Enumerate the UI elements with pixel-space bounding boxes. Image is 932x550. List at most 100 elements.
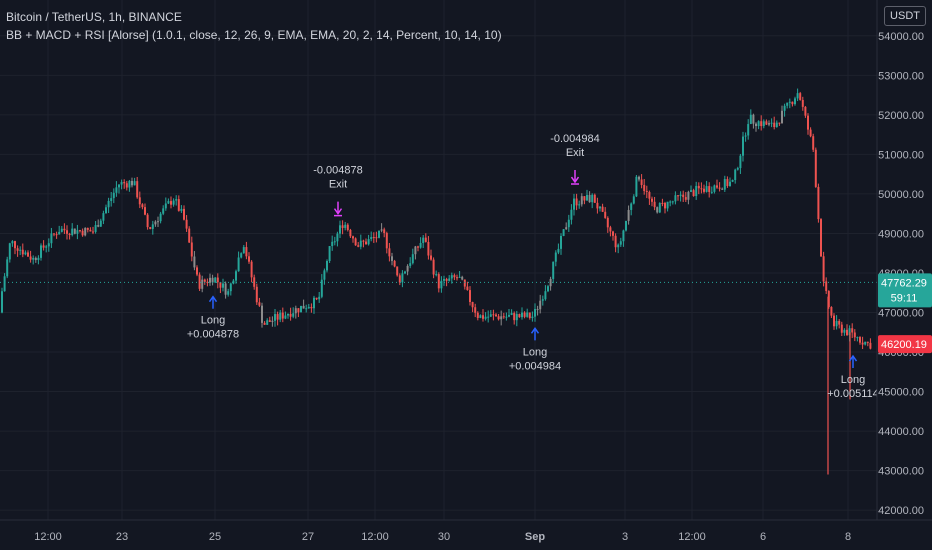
candle bbox=[289, 307, 292, 321]
price-tick-label: 52000.00 bbox=[878, 110, 924, 122]
candle bbox=[253, 274, 256, 290]
candle-body bbox=[198, 274, 201, 289]
candle bbox=[859, 336, 861, 345]
candle bbox=[716, 179, 718, 189]
candle bbox=[770, 118, 773, 128]
candle bbox=[708, 182, 711, 198]
currency-button[interactable]: USDT bbox=[884, 6, 926, 26]
candle-body bbox=[747, 124, 750, 136]
candle bbox=[362, 239, 365, 248]
candle bbox=[393, 259, 396, 268]
candle bbox=[539, 294, 542, 314]
candle bbox=[263, 321, 266, 325]
current-price-value: 46200.19 bbox=[881, 339, 927, 351]
candle-body bbox=[692, 190, 695, 197]
candle-body bbox=[237, 257, 240, 272]
candle bbox=[198, 272, 201, 291]
candle bbox=[349, 228, 352, 239]
candle-body bbox=[609, 227, 612, 232]
candle-body bbox=[528, 312, 531, 319]
candle bbox=[297, 308, 300, 318]
candle-body bbox=[216, 277, 219, 283]
candle bbox=[625, 220, 627, 232]
candle bbox=[320, 274, 323, 299]
candle-body bbox=[170, 201, 172, 205]
candle-body bbox=[513, 313, 516, 321]
candle bbox=[131, 177, 133, 188]
candle bbox=[526, 308, 529, 318]
indicator-legend[interactable]: BB + MACD + RSI [Alorse] (1.0.1, close, … bbox=[6, 28, 502, 42]
candle bbox=[398, 273, 401, 286]
candle-body bbox=[739, 155, 742, 169]
candle-body bbox=[716, 185, 718, 188]
candle bbox=[229, 282, 232, 296]
candle-body bbox=[601, 206, 604, 212]
candle-body bbox=[242, 247, 245, 254]
candle-body bbox=[664, 203, 666, 209]
candle-body bbox=[580, 196, 583, 205]
candle bbox=[240, 252, 243, 259]
candle bbox=[640, 174, 643, 189]
candle-body bbox=[752, 114, 755, 124]
candle-body bbox=[89, 229, 92, 232]
candle-body bbox=[695, 185, 698, 197]
time-tick-label: 12:00 bbox=[34, 531, 62, 543]
candle bbox=[658, 202, 661, 214]
candle-body bbox=[115, 187, 118, 193]
candle-body bbox=[162, 208, 165, 214]
candle-body bbox=[287, 313, 289, 316]
candle-body bbox=[734, 169, 737, 181]
candle bbox=[266, 318, 269, 326]
candle-body bbox=[305, 308, 308, 310]
candle bbox=[508, 309, 510, 318]
candle-body bbox=[697, 185, 700, 189]
candle-body bbox=[492, 314, 495, 316]
candle bbox=[76, 224, 79, 240]
candle-body bbox=[125, 183, 128, 188]
candle bbox=[627, 205, 630, 225]
candle bbox=[864, 341, 867, 346]
candle-body bbox=[474, 307, 477, 313]
candle bbox=[601, 203, 604, 212]
long-arrow-head bbox=[530, 327, 540, 334]
candle bbox=[432, 257, 435, 279]
long-signal: Long +0.004878 bbox=[187, 295, 239, 341]
candle bbox=[391, 252, 393, 266]
candle bbox=[404, 270, 406, 275]
candle bbox=[827, 290, 830, 309]
candle-body bbox=[619, 241, 622, 245]
candle bbox=[248, 252, 250, 264]
candle bbox=[305, 304, 308, 313]
candle bbox=[567, 214, 570, 232]
candle bbox=[726, 176, 729, 188]
candle-body bbox=[328, 246, 331, 261]
price-tick-label: 42000.00 bbox=[878, 505, 924, 517]
candle-body bbox=[515, 314, 518, 321]
candle-body bbox=[864, 341, 867, 345]
candle bbox=[778, 122, 781, 126]
candle-body bbox=[791, 101, 794, 105]
candle-body bbox=[835, 320, 838, 327]
candle-body bbox=[775, 122, 778, 128]
candle-body bbox=[105, 207, 107, 214]
long-label-line: +0.004878 bbox=[187, 329, 239, 341]
candle bbox=[614, 233, 617, 253]
candle bbox=[809, 127, 812, 138]
candle-body bbox=[60, 228, 63, 232]
candle bbox=[534, 303, 536, 322]
candle bbox=[71, 223, 74, 237]
candle-body bbox=[112, 192, 115, 199]
candle-body bbox=[214, 277, 217, 283]
candle-body bbox=[430, 255, 432, 260]
candle bbox=[474, 303, 477, 318]
candle-body bbox=[240, 253, 243, 258]
candle bbox=[653, 196, 656, 211]
candle bbox=[690, 185, 692, 193]
candle bbox=[16, 245, 19, 257]
candle-body bbox=[354, 238, 357, 246]
bar-countdown: 59:11 bbox=[891, 292, 918, 304]
strategy-signals: Long +0.004878 -0.004878 Exit Long +0.004984 -… bbox=[187, 133, 879, 400]
candle bbox=[34, 256, 37, 263]
candle-body bbox=[778, 122, 781, 124]
